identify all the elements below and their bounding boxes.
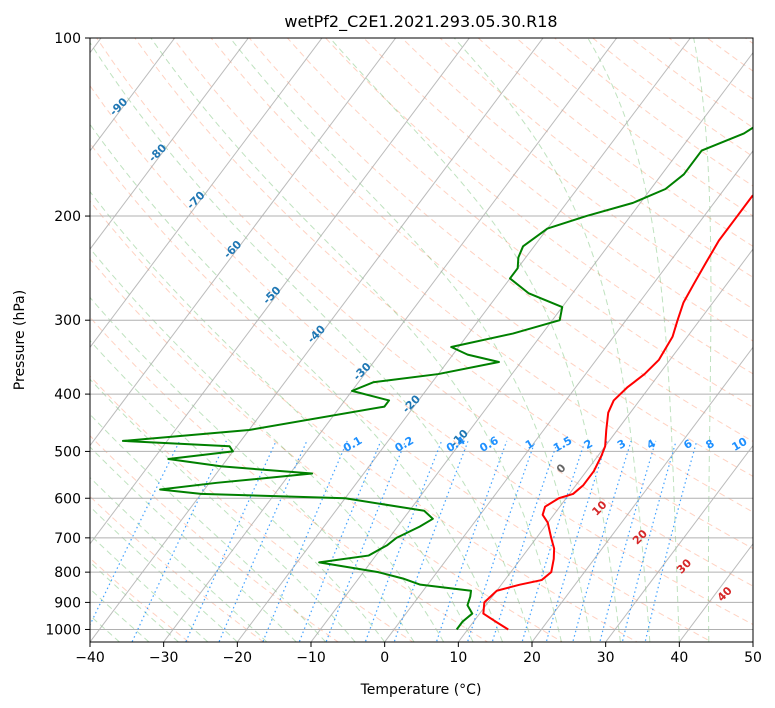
y-tick-label: 500 [54, 444, 81, 460]
isotherm-line [605, 444, 753, 642]
y-tick-label: 900 [54, 595, 81, 611]
y-tick-label: 100 [54, 31, 81, 47]
x-tick-label: −10 [296, 650, 326, 666]
moist-adiabat [90, 41, 533, 642]
isotherm-line [384, 150, 753, 642]
chart-title: wetPf2_C2E1.2021.293.05.30.R18 [284, 12, 557, 32]
mixing-ratio-line [185, 440, 277, 642]
y-tick-label: 300 [54, 313, 81, 329]
isotherm-line [90, 38, 544, 642]
mixing-ratio-line [435, 440, 508, 642]
mixing-ratio-line [466, 440, 536, 642]
dry-adiabat [210, 38, 753, 477]
isotherm-line [531, 346, 753, 642]
moist-adiabat [693, 38, 712, 642]
isotherm-line [90, 38, 176, 152]
mixing-ratio-line [90, 440, 181, 627]
mixing-ratio-line [218, 440, 308, 642]
mixing-ratio-line [393, 440, 469, 642]
moist-adiabat [229, 38, 592, 642]
mixing-ratio-line [298, 440, 382, 642]
isotherm-line [163, 38, 618, 642]
mixing-ratio-line [491, 440, 559, 642]
y-tick-label: 200 [54, 209, 81, 225]
isotherm-line [90, 38, 323, 349]
x-tick-label: −30 [149, 650, 179, 666]
y-tick-label: 800 [54, 565, 81, 581]
x-tick-label: 0 [380, 650, 389, 666]
mixing-ratio-line [644, 440, 698, 642]
moist-adiabat [90, 339, 386, 642]
moist-adiabat [587, 38, 680, 642]
x-tick-label: 30 [597, 650, 615, 666]
mixing-ratio-line [262, 440, 348, 642]
dry-adiabat [248, 38, 753, 443]
moist-adiabat [150, 38, 562, 642]
moist-adiabat [90, 296, 415, 642]
x-tick-label: −40 [75, 650, 105, 666]
isotherm-line [457, 248, 753, 642]
moist-adiabat [90, 190, 474, 642]
moist-adiabat [90, 561, 179, 642]
x-tick-label: 10 [449, 650, 467, 666]
moist-adiabat [453, 38, 651, 642]
isotherm-line [236, 38, 691, 642]
y-axis-label: Pressure (hPa) [12, 290, 28, 390]
moist-adiabat [329, 38, 621, 642]
x-axis: −40 −30 −20 −10 0 10 20 30 40 50 [75, 642, 762, 666]
dry-adiabat [287, 38, 753, 408]
moist-adiabat [90, 378, 356, 642]
moist-adiabat [90, 123, 503, 642]
y-tick-label: 400 [54, 387, 81, 403]
x-tick-label: 50 [744, 650, 762, 666]
y-tick-label: 600 [54, 491, 81, 507]
y-axis: 100 200 300 400 500 600 700 800 900 1000 [45, 31, 90, 638]
profiles [121, 126, 753, 631]
mixing-ratio-line [131, 440, 227, 642]
dewpoint-profile [121, 126, 753, 631]
isotherm-line [678, 542, 753, 642]
x-tick-label: −20 [223, 650, 253, 666]
plot-frame [89, 37, 754, 643]
temperature-profile [482, 194, 753, 631]
isotherm-line [90, 38, 470, 545]
x-tick-label: 40 [670, 650, 688, 666]
y-tick-label: 1000 [45, 622, 81, 638]
mixing-ratio-line [364, 440, 443, 642]
isotherm-line [90, 38, 249, 250]
background-lines [90, 38, 753, 642]
x-axis-label: Temperature (°C) [360, 682, 482, 698]
y-tick-label: 700 [54, 531, 81, 547]
x-tick-label: 20 [523, 650, 541, 666]
moist-adiabat [90, 588, 150, 642]
isotherm-line [90, 38, 397, 447]
